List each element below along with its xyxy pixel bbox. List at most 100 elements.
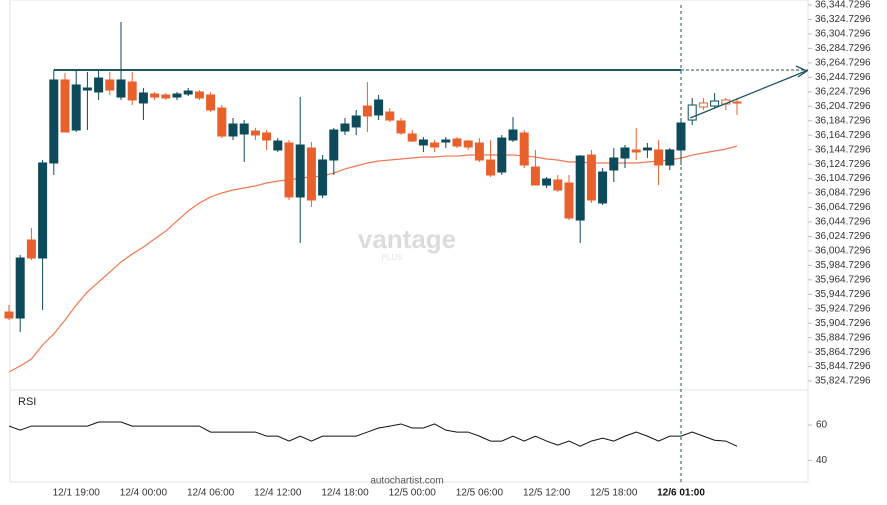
rsi-line (8, 421, 738, 447)
candle-body (642, 147, 652, 151)
y-tick-label: 36,084.7296 (815, 188, 871, 199)
x-tick-label: 12/1 19:00 (53, 488, 101, 499)
candle-body (15, 257, 25, 319)
y-tick-label: 36,124.7296 (815, 159, 871, 170)
candle-body (362, 105, 372, 117)
candle-body (542, 178, 552, 186)
candle-body (38, 162, 48, 259)
candle-body (631, 149, 641, 153)
y-tick-label: 36,004.7296 (815, 246, 871, 257)
y-tick-label: 36,184.7296 (815, 115, 871, 126)
x-tick-label: 12/5 06:00 (456, 488, 504, 499)
candle-body (553, 179, 563, 191)
candle-body (262, 132, 272, 141)
y-tick-label: 36,344.7296 (815, 0, 871, 11)
candle-body (250, 130, 260, 136)
candle-body (564, 182, 574, 219)
candle-body (71, 84, 81, 131)
plot-frame (9, 0, 809, 483)
moving-average (8, 145, 738, 373)
candle-body (351, 115, 361, 128)
x-tick-label: 12/5 12:00 (523, 488, 571, 499)
candle-body (418, 139, 428, 146)
candle-body (374, 99, 384, 116)
y-tick-label: 35,944.7296 (815, 289, 871, 300)
candle-body (183, 90, 193, 95)
x-tick-label: 12/5 18:00 (590, 488, 638, 499)
candle-body (687, 104, 697, 121)
y-tick-label: 60 (816, 420, 828, 431)
candle-body (654, 149, 664, 166)
y-tick-label: 36,144.7296 (815, 144, 871, 155)
candle-body (530, 166, 540, 186)
y-tick-label: 35,884.7296 (815, 332, 871, 343)
y-tick-label: 36,324.7296 (815, 14, 871, 25)
y-tick-label: 36,064.7296 (815, 202, 871, 213)
candle-body (228, 123, 238, 137)
candle-body (4, 311, 14, 319)
x-tick-label: 12/4 12:00 (254, 488, 302, 499)
x-tick-label: 12/4 00:00 (120, 488, 168, 499)
candle-body (239, 123, 249, 135)
candle-body (474, 142, 484, 161)
y-tick-label: 35,864.7296 (815, 347, 871, 358)
candle-body (609, 157, 619, 171)
y-tick-label: 36,264.7296 (815, 58, 871, 69)
y-tick-label: 36,044.7296 (815, 217, 871, 228)
candle-body (598, 171, 608, 204)
source: autochartist.com (370, 476, 443, 487)
candle-body (206, 94, 216, 111)
candle-body (295, 144, 305, 198)
y-tick-label: 35,924.7296 (815, 303, 871, 314)
candle-body (441, 139, 451, 143)
rsi-title: RSI (18, 396, 36, 408)
candle-body (161, 94, 171, 99)
y-tick-label: 35,844.7296 (815, 361, 871, 372)
y-tick-label: 36,104.7296 (815, 173, 871, 184)
x-tick-label: 12/6 01:00 (657, 488, 705, 499)
arrow-head (795, 65, 809, 78)
y-tick-label: 36,304.7296 (815, 29, 871, 40)
projection-arrow (689, 70, 807, 119)
x-tick-label: 12/4 06:00 (187, 488, 235, 499)
y-tick-label: 36,164.7296 (815, 130, 871, 141)
candle-body (575, 155, 585, 221)
y-tick-label: 36,224.7296 (815, 86, 871, 97)
candle-body (710, 100, 720, 107)
y-tick-label: 35,904.7296 (815, 318, 871, 329)
candle-body (340, 123, 350, 132)
candle-body (676, 122, 686, 151)
candle-body (329, 129, 339, 161)
y-tick-label: 36,024.7296 (815, 231, 871, 242)
candle-body (284, 142, 294, 198)
candle-body (94, 77, 104, 93)
y-tick-label: 36,204.7296 (815, 101, 871, 112)
candle-body (105, 79, 115, 91)
candle-body (586, 154, 596, 201)
candle-body (519, 132, 529, 166)
y-tick-label: 36,244.7296 (815, 72, 871, 83)
candle-body (698, 102, 708, 108)
candle-body (60, 79, 70, 133)
candle-body (217, 107, 227, 137)
candle-body (452, 138, 462, 147)
candle-body (732, 101, 742, 104)
candle-body (273, 140, 283, 151)
candle-body (385, 111, 395, 121)
candle-body (172, 93, 182, 98)
watermark: vantage (358, 224, 456, 254)
candle-body (396, 120, 406, 134)
y-tick-label: 35,984.7296 (815, 260, 871, 271)
candle-body (665, 149, 675, 166)
candle-body (138, 92, 148, 104)
candle-body (486, 159, 496, 176)
y-tick-label: 35,824.7296 (815, 376, 871, 387)
candle-body (620, 147, 630, 159)
candle-body (194, 91, 204, 99)
candle-body (150, 93, 160, 98)
x-tick-label: 12/4 18:00 (321, 488, 369, 499)
y-tick-label: 40 (816, 455, 828, 466)
candle-body (430, 142, 440, 148)
candle-body (127, 81, 137, 101)
candle-body (463, 140, 473, 148)
